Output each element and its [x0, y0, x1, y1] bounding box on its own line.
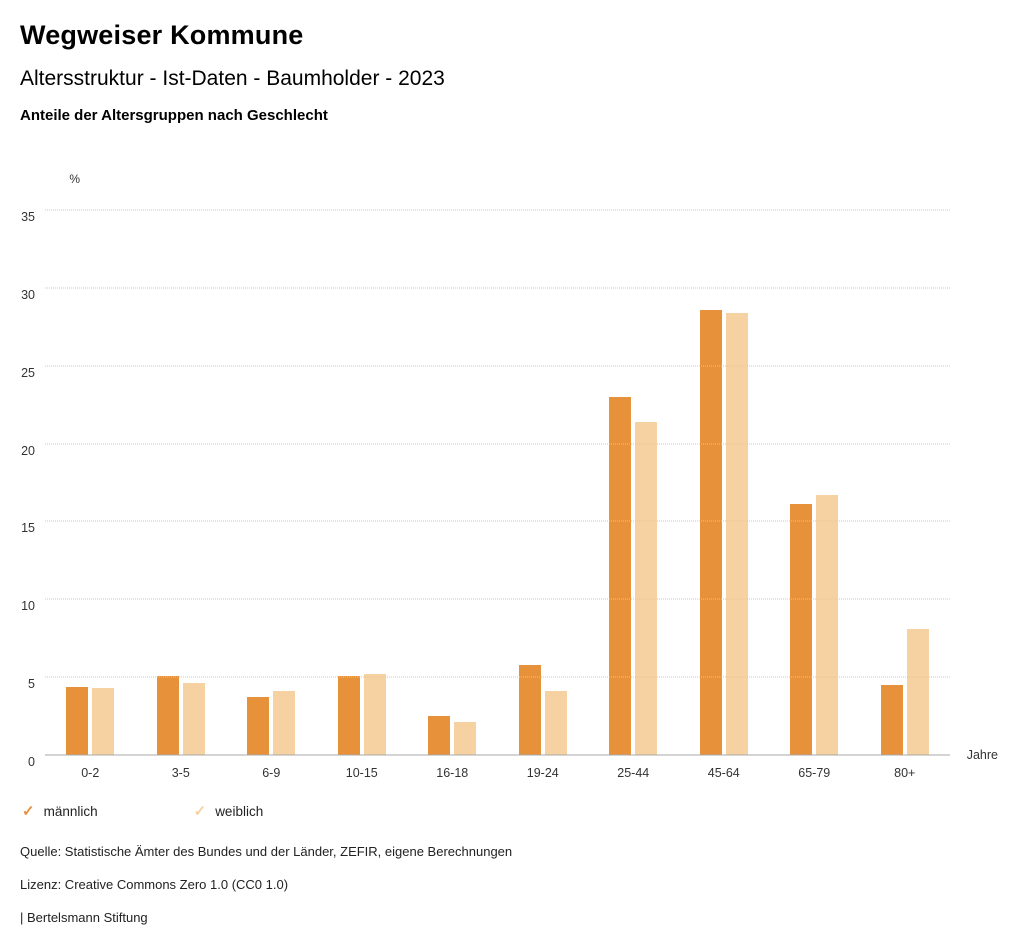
chart-description: Anteile der Altersgruppen nach Geschlech…: [20, 107, 328, 124]
gridline-25: [45, 365, 950, 367]
bar-weiblich-19-24[interactable]: [544, 691, 567, 755]
legend-label-maennlich: männlich: [43, 804, 98, 819]
bar-group-10-15: [317, 210, 408, 755]
gridline-30: [45, 287, 950, 289]
x-axis-tick-label-80+: 80+: [894, 766, 916, 780]
bar-weiblich-25-44[interactable]: [635, 421, 658, 755]
bar-group-6-9: [226, 210, 317, 755]
legend-item-maennlich[interactable]: ✓ männlich: [22, 804, 98, 819]
legend-label-weiblich: weiblich: [215, 804, 264, 819]
gridline-15: [45, 520, 950, 522]
x-axis-tick-label-65-79: 65-79: [798, 766, 831, 780]
bar-weiblich-45-64[interactable]: [725, 312, 748, 755]
x-axis-tick-label-19-24: 19-24: [526, 766, 559, 780]
bar-männlich-16-18[interactable]: [428, 716, 451, 755]
bar-männlich-45-64[interactable]: [699, 309, 722, 755]
check-icon: ✓: [22, 803, 35, 820]
bar-männlich-6-9[interactable]: [247, 697, 270, 755]
y-axis-tick-label-15: 15: [21, 521, 35, 536]
y-axis-tick-label-30: 30: [21, 287, 35, 302]
gridline-35: [45, 209, 950, 211]
bar-group-25-44: [588, 210, 679, 755]
x-axis-unit-label: Jahre: [966, 748, 998, 762]
y-axis-tick-label-5: 5: [28, 677, 35, 692]
gridline-0: [45, 754, 950, 756]
y-axis-unit-label: %: [69, 172, 80, 186]
attribution-text: | Bertelsmann Stiftung: [20, 910, 148, 925]
x-axis-tick-label-25-44: 25-44: [617, 766, 650, 780]
bar-chart-plot-area: % Jahre 0-2 3-5 6-9 10-15 16-18 19-24 25-44 45-…: [21, 172, 998, 780]
gridline-20: [45, 443, 950, 445]
gridline-5: [45, 676, 950, 678]
chart-footer: Quelle: Statistische Ämter des Bundes un…: [20, 844, 512, 943]
bar-weiblich-3-5[interactable]: [182, 683, 205, 755]
bar-männlich-65-79[interactable]: [790, 504, 813, 755]
check-icon: ✓: [193, 803, 207, 820]
bar-männlich-25-44[interactable]: [609, 396, 632, 755]
bar-männlich-19-24[interactable]: [518, 664, 541, 755]
source-text: Quelle: Statistische Ämter des Bundes un…: [20, 844, 513, 859]
y-axis-tick-label-25: 25: [21, 365, 35, 380]
x-axis-tick-label-3-5: 3-5: [171, 766, 190, 780]
x-axis-tick-label-6-9: 6-9: [262, 766, 281, 780]
gridline-10: [45, 598, 950, 600]
legend-item-weiblich[interactable]: ✓ weiblich: [194, 804, 264, 819]
y-axis-tick-label-0: 0: [28, 755, 35, 769]
bar-group-3-5: [136, 210, 227, 755]
bar-weiblich-6-9[interactable]: [273, 691, 296, 755]
x-axis-tick-label-16-18: 16-18: [436, 766, 469, 780]
x-axis-tick-label-45-64: 45-64: [707, 766, 740, 780]
bar-group-80+: [860, 210, 951, 755]
page-title: Wegweiser Kommune: [20, 20, 304, 50]
license-text: Lizenz: Creative Commons Zero 1.0 (CC0 1…: [20, 877, 289, 892]
y-axis-tick-label-35: 35: [21, 210, 35, 224]
bar-group-19-24: [498, 210, 589, 755]
bar-group-65-79: [769, 210, 860, 755]
bar-männlich-3-5[interactable]: [156, 675, 179, 755]
bar-weiblich-80+[interactable]: [906, 628, 929, 755]
chart-legend: ✓ männlich ✓ weiblich: [22, 804, 263, 819]
y-axis-tick-label-10: 10: [21, 599, 35, 614]
bar-group-45-64: [679, 210, 770, 755]
bar-groups: [45, 210, 950, 755]
x-axis-tick-labels: 0-2 3-5 6-9 10-15 16-18 19-24 25-44 45-64 65-79 8…: [45, 766, 950, 780]
bar-männlich-0-2[interactable]: [66, 686, 89, 755]
x-axis-tick-label-10-15: 10-15: [345, 766, 378, 780]
x-axis-tick-label-0-2: 0-2: [81, 766, 100, 780]
bar-group-0-2: [45, 210, 136, 755]
bar-weiblich-65-79[interactable]: [816, 494, 839, 755]
bar-group-16-18: [407, 210, 498, 755]
bar-weiblich-10-15[interactable]: [363, 674, 386, 755]
chart-subtitle: Altersstruktur - Ist-Daten - Baumholder …: [20, 67, 445, 90]
bar-männlich-80+[interactable]: [880, 684, 903, 755]
chart-header: Wegweiser Kommune Altersstruktur - Ist-D…: [20, 20, 445, 124]
bar-männlich-10-15[interactable]: [337, 675, 360, 755]
bar-weiblich-0-2[interactable]: [92, 688, 115, 755]
y-axis-tick-label-20: 20: [21, 443, 35, 458]
bar-weiblich-16-18[interactable]: [454, 722, 477, 755]
